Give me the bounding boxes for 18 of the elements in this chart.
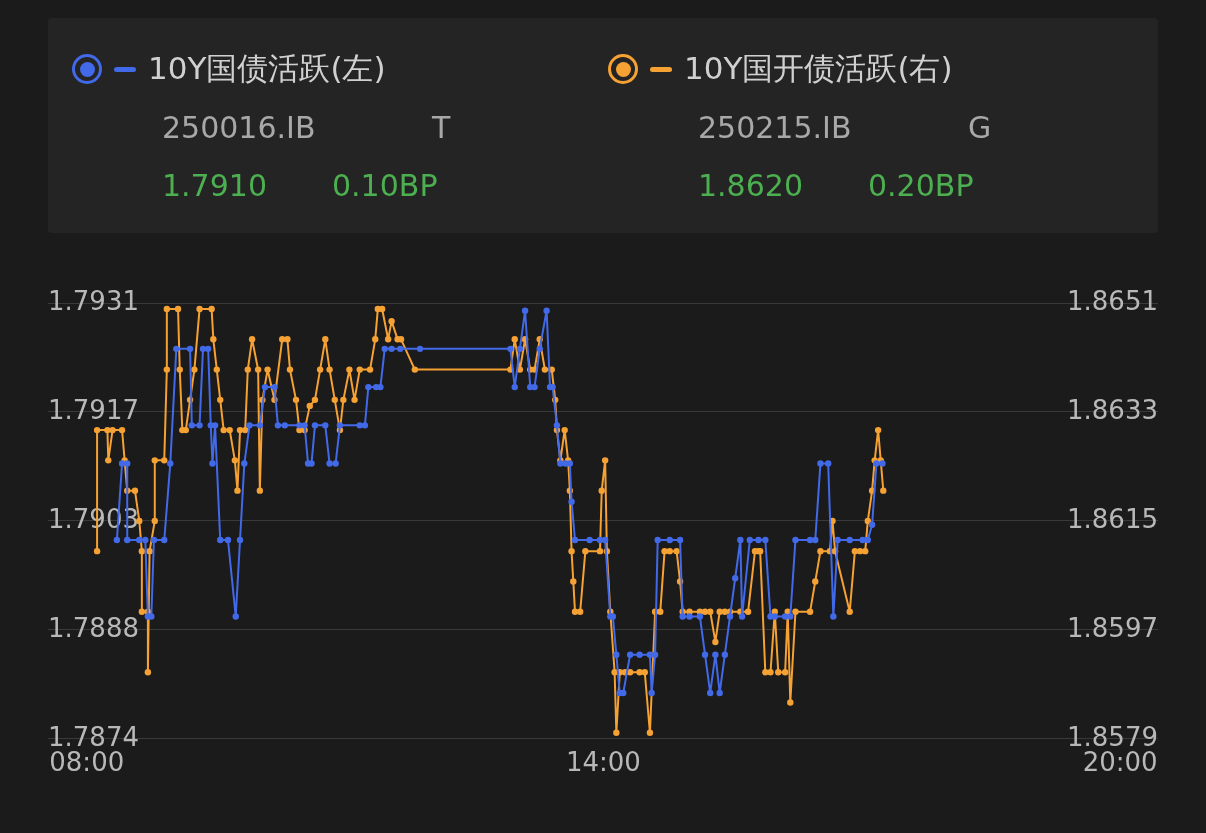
y2-tick-label: 1.8615	[1067, 503, 1158, 534]
text: 0.10BP	[332, 168, 438, 203]
y-tick-label: 1.7917	[48, 394, 139, 425]
y2-tick-label: 1.8633	[1067, 394, 1158, 425]
text: 250016.IB	[162, 110, 316, 145]
text: 0.20BP	[868, 168, 974, 203]
legend-label: 10Y国债活跃(左)	[148, 49, 386, 88]
text: T	[432, 110, 451, 145]
x-tick-label: 14:00	[565, 747, 641, 778]
text: 250215.IB	[698, 110, 852, 145]
text: 1.8620	[698, 168, 803, 203]
y-tick-label: 1.7888	[48, 612, 139, 643]
y-tick-label: 1.7931	[48, 285, 139, 316]
y2-tick-label: 1.8597	[1067, 612, 1158, 643]
text: 1.7910	[162, 168, 267, 203]
legend-label: 10Y国开债活跃(右)	[684, 49, 953, 88]
text: G	[968, 110, 992, 145]
y2-tick-label: 1.8651	[1067, 285, 1158, 316]
